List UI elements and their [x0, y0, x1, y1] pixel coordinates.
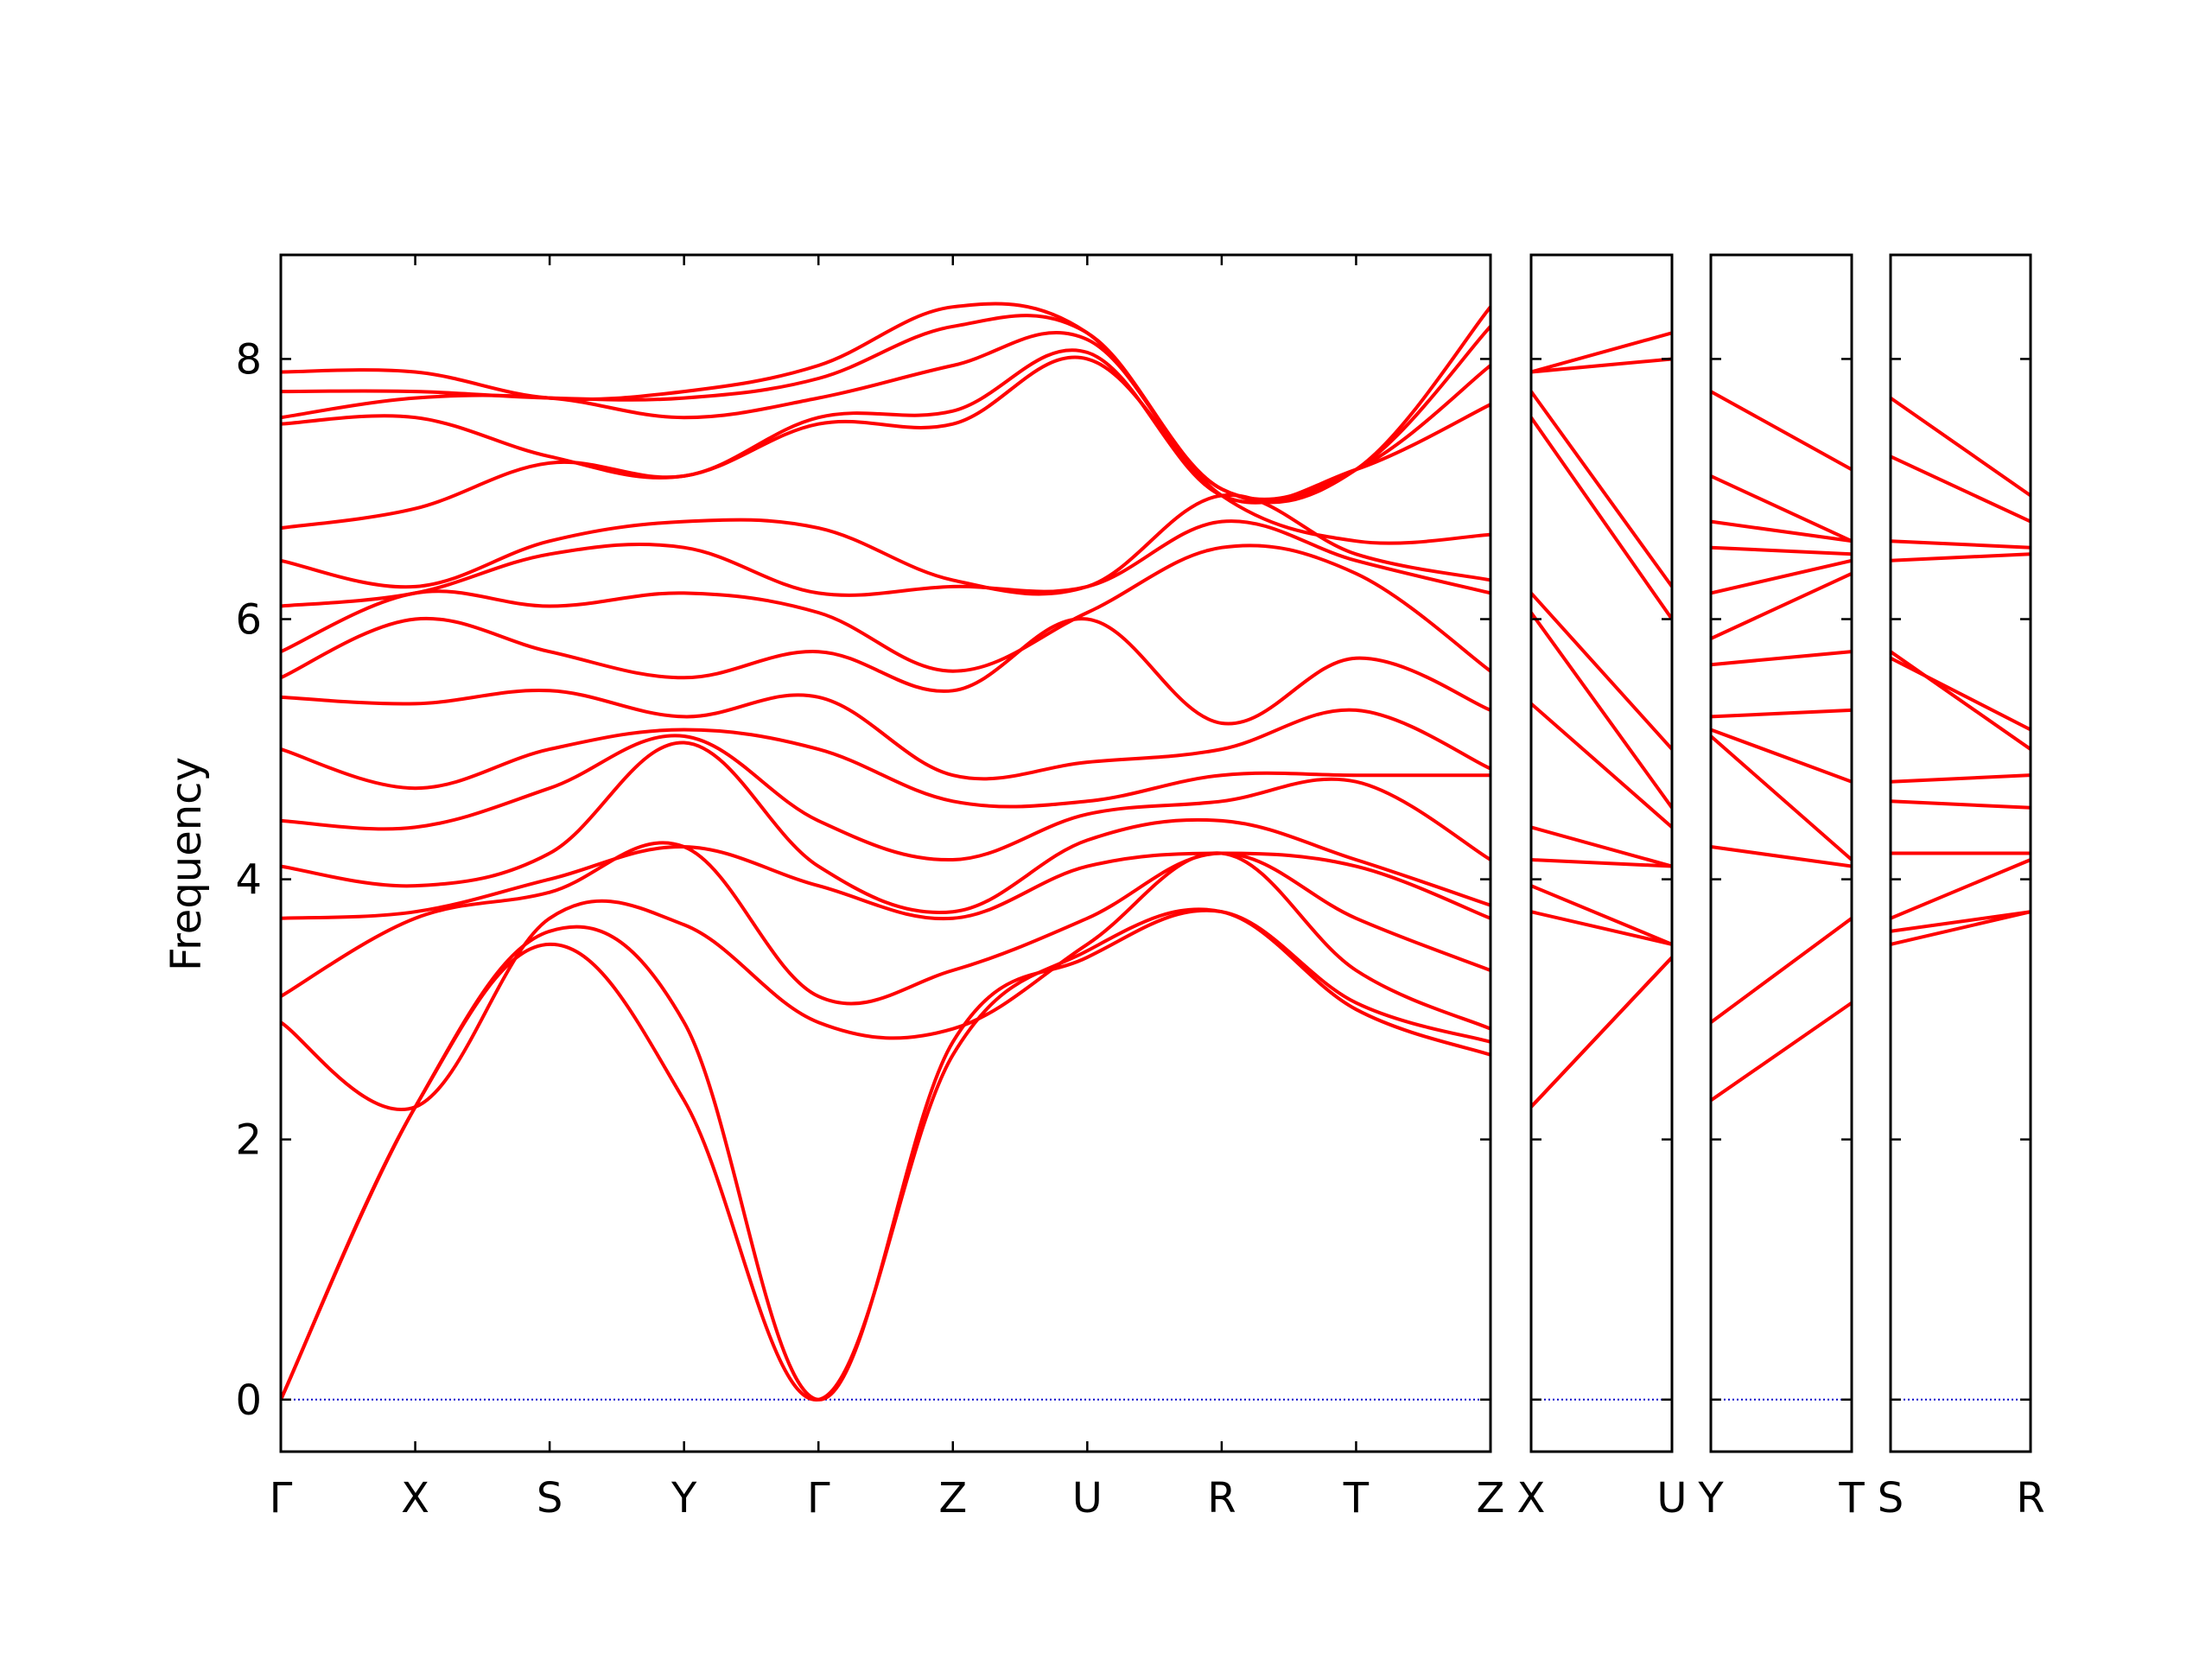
- x-tick-label: S: [1878, 1474, 1904, 1522]
- band-line: [1711, 708, 1852, 719]
- band-line: [1891, 858, 2031, 920]
- band-line: [281, 907, 1491, 1402]
- band-line: [1711, 734, 1852, 861]
- band-line: [1711, 390, 1852, 472]
- x-tick-label: X: [1517, 1474, 1546, 1522]
- band-line: [1531, 858, 1672, 868]
- band-line: [281, 689, 1491, 781]
- band-line: [1711, 519, 1852, 543]
- band-line: [1531, 592, 1672, 751]
- band-line: [1711, 474, 1852, 543]
- band-line: [281, 519, 1491, 608]
- band-line: [281, 851, 1491, 1111]
- band-line: [1891, 773, 2031, 784]
- band-line: [1891, 539, 2031, 550]
- band-line: [281, 841, 1491, 1006]
- band-line: [1531, 884, 1672, 946]
- x-tick-label: Z: [1477, 1474, 1505, 1522]
- band-line: [281, 355, 1491, 545]
- bands: [1711, 390, 1852, 1103]
- x-tick-label: T: [1838, 1474, 1865, 1522]
- band-line: [1531, 825, 1672, 868]
- band-line: [281, 741, 1491, 914]
- band-line: [1891, 656, 2031, 732]
- axes-frame: [1889, 253, 2032, 1453]
- bands: [281, 302, 1491, 1402]
- axes-frame: [1709, 253, 1853, 1453]
- band-line: [1531, 956, 1672, 1109]
- band-line: [1711, 558, 1852, 595]
- y-tick-label: 8: [235, 335, 262, 384]
- band-line: [1711, 728, 1852, 784]
- band-line: [1891, 454, 2031, 524]
- x-tick-label: S: [537, 1474, 563, 1522]
- y-tick-label: 0: [235, 1376, 262, 1425]
- band-line: [1891, 910, 2031, 946]
- bands: [1531, 331, 1672, 1109]
- band-line: [1531, 390, 1672, 588]
- band-line: [1531, 702, 1672, 829]
- x-tick-label: Γ: [807, 1474, 830, 1522]
- band-line: [281, 543, 1491, 673]
- band-line: [1891, 396, 2031, 498]
- y-tick-label: 6: [235, 596, 262, 645]
- x-tick-label: U: [1072, 1474, 1103, 1522]
- band-line: [281, 314, 1491, 504]
- band-line: [1531, 357, 1672, 374]
- band-line: [1531, 416, 1672, 620]
- panel-1: Γ X S Y Γ Z U R T Z 0 2 4 6 8: [235, 253, 1505, 1522]
- band-line: [1891, 799, 2031, 810]
- band-line: [1891, 552, 2031, 563]
- x-tick-label: Y: [671, 1474, 697, 1522]
- band-line: [281, 302, 1491, 505]
- y-tick-label: 2: [235, 1116, 262, 1165]
- axes-frame: [279, 253, 1492, 1453]
- band-line: [281, 844, 1491, 921]
- band-line: [281, 734, 1491, 862]
- x-tick-label: X: [401, 1474, 429, 1522]
- band-line: [1531, 910, 1672, 946]
- axes-frame: [1529, 253, 1674, 1453]
- bands: [1891, 396, 2031, 946]
- x-tick-label: T: [1343, 1474, 1370, 1522]
- y-axis-label: Frequency: [162, 757, 211, 971]
- band-line: [1711, 917, 1852, 1024]
- band-line: [1531, 611, 1672, 809]
- band-line: [281, 728, 1491, 809]
- x-tick-label: Y: [1697, 1474, 1724, 1522]
- x-tick-label: R: [1207, 1474, 1236, 1522]
- band-line: [281, 616, 1491, 726]
- band-line: [1531, 331, 1672, 374]
- band-line: [1711, 1001, 1852, 1103]
- band-line: [281, 908, 1491, 1402]
- x-tick-label: R: [2016, 1474, 2044, 1522]
- x-tick-label: U: [1656, 1474, 1687, 1522]
- band-line: [1891, 910, 2031, 933]
- band-line: [1711, 844, 1852, 868]
- band-line: [1711, 650, 1852, 667]
- band-line: [1711, 572, 1852, 640]
- x-tick-label: Γ: [270, 1474, 293, 1522]
- y-tick-label: 4: [235, 856, 262, 905]
- band-line: [1891, 650, 2031, 751]
- x-tick-label: Z: [938, 1474, 967, 1522]
- band-line: [1711, 545, 1852, 556]
- band-line: [281, 493, 1491, 596]
